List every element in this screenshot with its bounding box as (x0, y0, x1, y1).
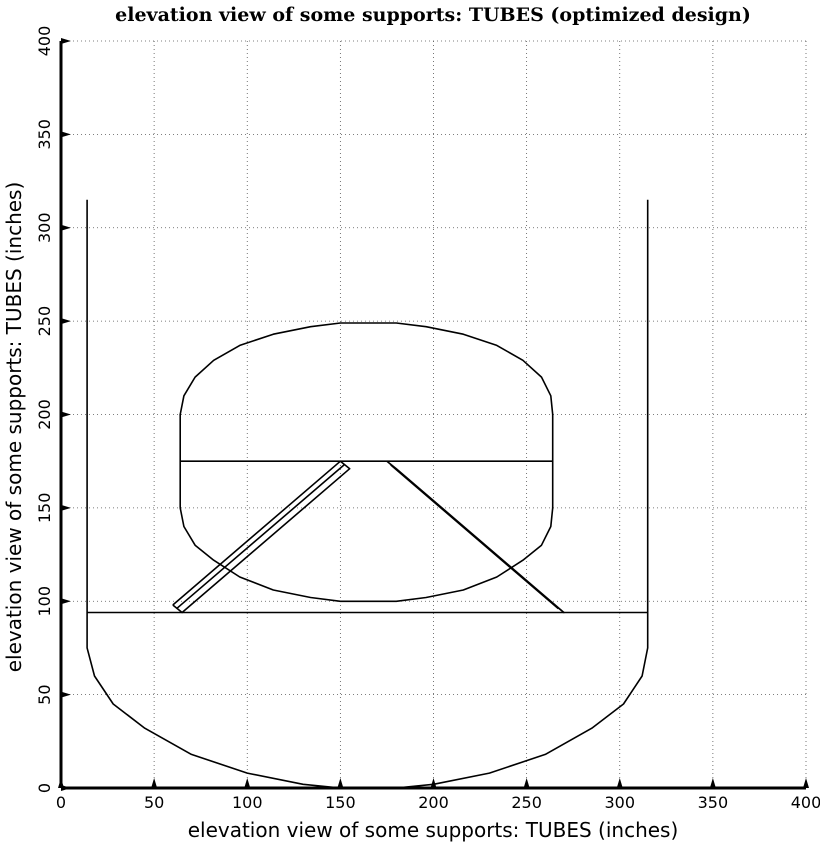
y-tick-label: 300 (35, 212, 54, 243)
y-tick-label: 250 (35, 306, 54, 337)
x-tick-mark (709, 778, 716, 788)
series-line-6 (175, 464, 345, 610)
y-tick-mark (61, 785, 71, 791)
x-tick-mark (244, 778, 251, 788)
y-tick-label: 200 (35, 399, 54, 430)
x-tick-mark (523, 778, 530, 788)
series-group (86, 199, 649, 789)
y-tick-mark (61, 224, 71, 231)
x-tick-label: 100 (232, 793, 263, 812)
grid (60, 40, 807, 789)
x-tick-label: 50 (144, 793, 164, 812)
x-tick-mark (151, 778, 158, 788)
x-tick-label: 350 (698, 793, 729, 812)
y-tick-mark (61, 131, 71, 138)
y-tick-label: 50 (35, 684, 54, 704)
y-tick-label: 100 (35, 586, 54, 617)
x-tick-label: 250 (511, 793, 542, 812)
y-tick-mark (61, 38, 71, 44)
x-tick-label: 150 (325, 793, 356, 812)
x-tick-mark (616, 778, 623, 788)
x-tick-label: 300 (604, 793, 635, 812)
axes: 0 50 100 150 200 250 300 350 400 0 50 100 150 200 250 3… (35, 26, 820, 812)
y-tick-label: 350 (35, 119, 54, 150)
y-tick-mark (61, 318, 71, 325)
y-tick-mark (61, 411, 71, 418)
series-line-1 (86, 199, 649, 789)
y-tick-label: 0 (35, 783, 54, 793)
x-tick-label: 0 (56, 793, 66, 812)
series-line-5 (172, 460, 351, 614)
x-tick-label: 200 (418, 793, 449, 812)
y-tick-mark (61, 504, 71, 511)
y-tick-label: 150 (35, 493, 54, 524)
x-tick-mark (430, 778, 437, 788)
x-tick-mark (337, 778, 344, 788)
chart-title: elevation view of some supports: TUBES (… (115, 4, 751, 26)
y-tick-mark (61, 598, 71, 605)
x-tick-mark (803, 778, 809, 788)
series-line-8 (390, 464, 559, 610)
series-line-4 (179, 322, 554, 603)
y-tick-label: 400 (35, 26, 54, 57)
y-tick-mark (61, 691, 71, 698)
x-axis-label: elevation view of some supports: TUBES (… (187, 818, 679, 842)
x-tick-label: 400 (791, 793, 820, 812)
